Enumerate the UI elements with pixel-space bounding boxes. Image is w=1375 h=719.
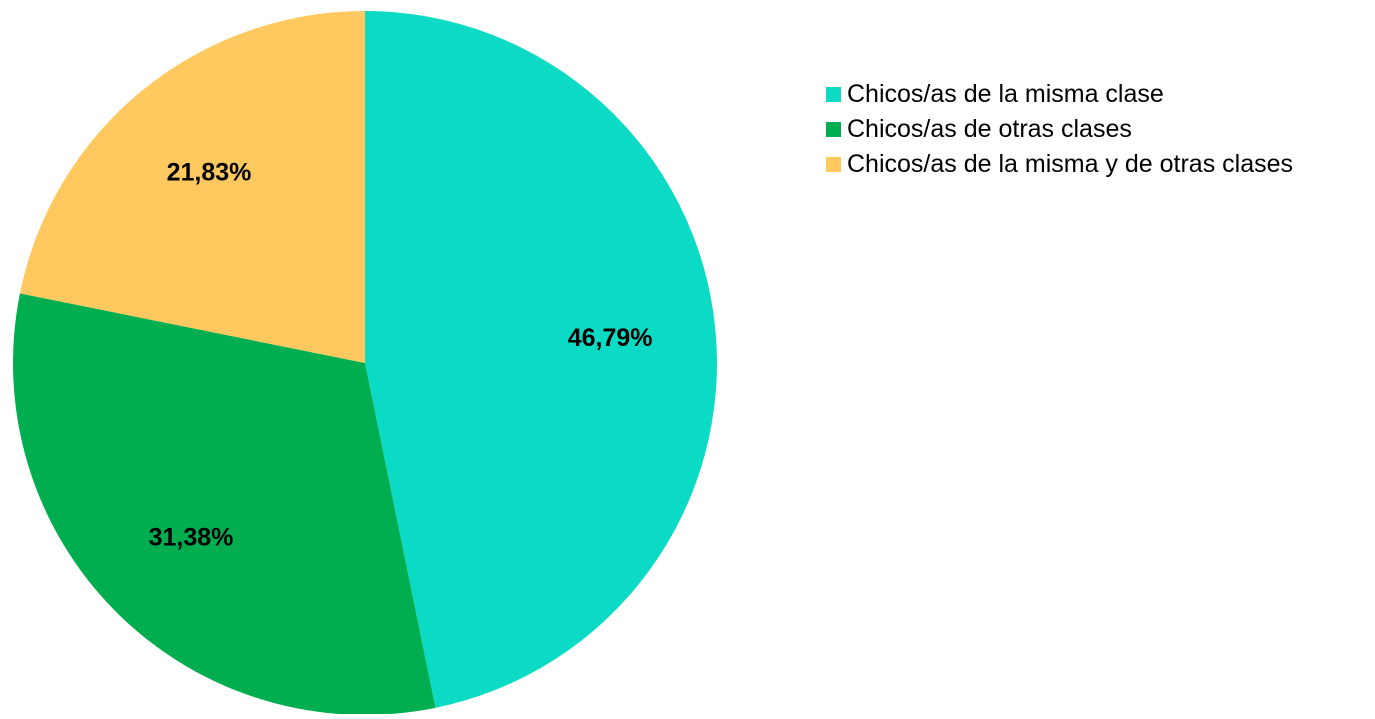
pie-slice-3 <box>19 11 366 363</box>
legend-swatch <box>826 122 841 137</box>
data-label-slice-1: 46,79% <box>568 324 653 352</box>
legend-item-misma-clase: Chicos/as de la misma clase <box>826 77 1293 112</box>
pie-data-labels: 46,79% 31,38% 21,83% <box>149 158 653 551</box>
data-label-slice-2: 31,38% <box>149 523 234 551</box>
legend-swatch <box>826 157 841 172</box>
pie-slices <box>13 11 717 715</box>
legend-label: Chicos/as de la misma y de otras clases <box>847 150 1294 178</box>
pie-slice-1 <box>365 11 717 708</box>
legend-swatch <box>826 87 841 102</box>
chart-legend: Chicos/as de la misma clase Chicos/as de… <box>826 77 1293 182</box>
legend-item-otras-clases: Chicos/as de otras clases <box>826 112 1293 147</box>
legend-label: Chicos/as de otras clases <box>847 115 1132 143</box>
legend-item-misma-y-otras-clases: Chicos/as de la misma y de otras clases <box>826 147 1293 182</box>
legend-label: Chicos/as de la misma clase <box>847 80 1164 108</box>
data-label-slice-3: 21,83% <box>167 158 252 186</box>
pie-slice-2 <box>13 293 436 715</box>
